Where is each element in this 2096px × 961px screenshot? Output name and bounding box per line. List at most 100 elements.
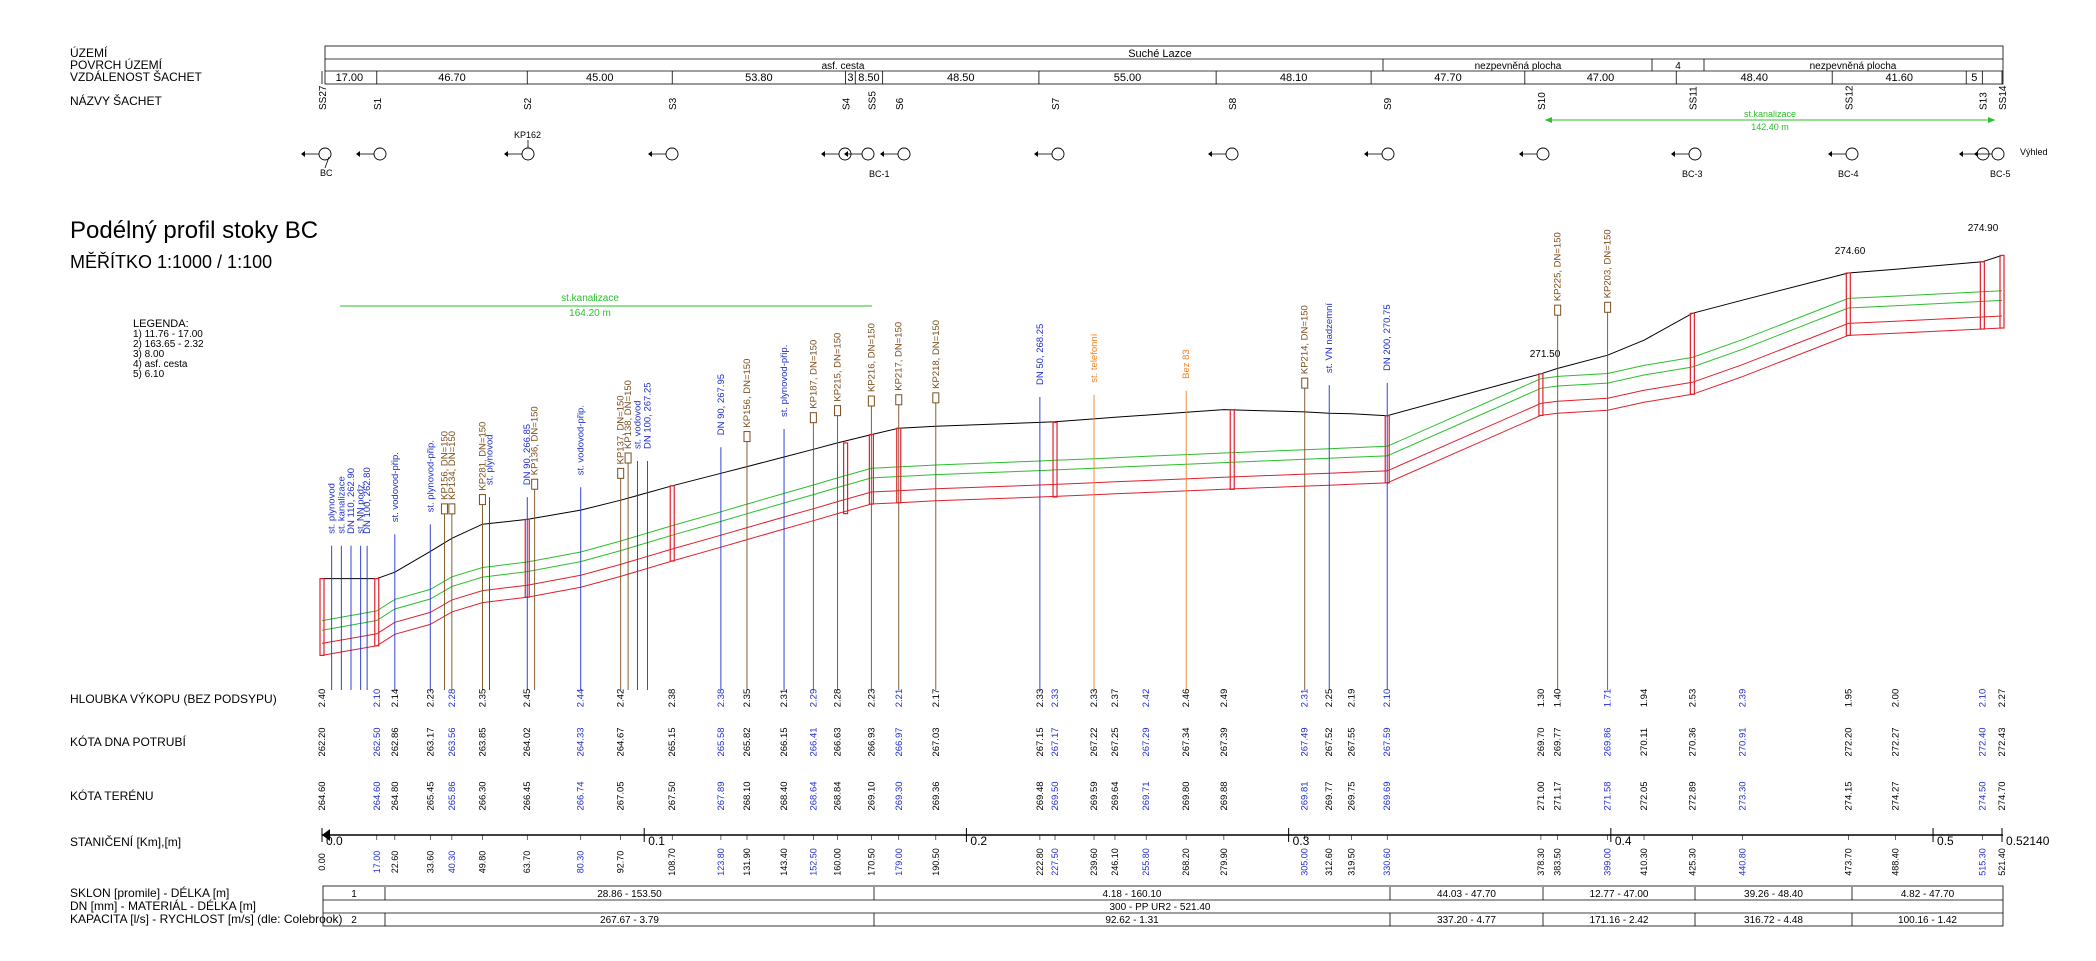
legend-item-1: 1) 11.76 - 17.00 <box>133 329 203 340</box>
kota-dna-value: 267.49 <box>1300 727 1311 756</box>
kota-terenu-value: 264.60 <box>317 781 328 810</box>
kapacita-value: 337.20 - 4.77 <box>1437 915 1496 926</box>
hloubka-value: 2.31 <box>779 689 790 708</box>
plan-dim-value: 142.40 m <box>1751 122 1789 132</box>
plan-label-bc: BC <box>320 168 333 178</box>
kota-terenu-value: 269.50 <box>1050 781 1061 810</box>
row-label-kota-terenu: KÓTA TERÉNU <box>70 788 154 803</box>
crossing-marker <box>448 503 456 515</box>
manhole-symbol <box>1991 147 2005 161</box>
kota-terenu-value: 272.89 <box>1687 781 1698 810</box>
station-m-label: 17.00 <box>372 851 382 874</box>
sklon-value: 4.82 - 47.70 <box>1901 889 1955 900</box>
hloubka-value: 2.38 <box>716 689 727 708</box>
kota-terenu-value: 269.69 <box>1382 781 1393 810</box>
hloubka-value: 2.33 <box>1050 689 1061 708</box>
kota-terenu-value: 271.00 <box>1536 781 1547 810</box>
distance-value: 41.60 <box>1885 72 1913 84</box>
hloubka-value: 2.28 <box>447 689 458 708</box>
plan-label-bc4: BC-4 <box>1838 169 1859 179</box>
sklon-value: 12.77 - 47.00 <box>1590 889 1649 900</box>
surface-3: 4 <box>1675 61 1681 72</box>
crossing-label: st. plynovod <box>485 434 496 485</box>
kota-terenu-value: 266.30 <box>477 781 488 810</box>
crossing-label: DN 110, 262.90 <box>346 468 357 534</box>
crossing-marker <box>1301 377 1309 389</box>
dim-arrow <box>1545 117 1552 123</box>
kota-dna-value: 269.70 <box>1536 727 1547 756</box>
manhole-name: SS27 <box>318 85 329 110</box>
kapacita-value: 316.72 - 4.48 <box>1744 915 1803 926</box>
kota-dna-value: 272.40 <box>1977 727 1988 756</box>
kota-terenu-value: 264.80 <box>390 781 401 810</box>
bottom-table <box>322 885 2004 927</box>
manhole-shaft <box>319 577 325 656</box>
surface-4: nezpevněná plocha <box>1810 61 1897 72</box>
distances-row: 17.00 46.70 45.00 53.80 3 8.50 48.50 55.00 48.10… <box>321 71 2003 84</box>
station-m-label: 152.50 <box>808 848 818 876</box>
kota-dna-value: 262.86 <box>390 727 401 756</box>
kapacita-value: 2 <box>351 915 357 926</box>
crossing-label: DN 50, 268.25 <box>1035 324 1046 385</box>
kota-dna-value: 267.22 <box>1089 727 1100 756</box>
kota-dna-value: 267.34 <box>1181 727 1192 756</box>
legend-item-5: 5) 6.10 <box>133 369 165 380</box>
profile-area <box>319 254 2005 656</box>
hloubka-value: 2.31 <box>1300 689 1311 708</box>
crossing-label: st. telefonní <box>1089 333 1100 382</box>
kota-dna-value: 267.17 <box>1050 727 1061 756</box>
manhole-shaft <box>842 442 849 515</box>
kota-terenu-value: 269.59 <box>1089 781 1100 810</box>
plan-dim-label: st.kanalizace <box>1744 109 1796 119</box>
hloubka-value: 2.46 <box>1181 689 1192 708</box>
crossing-marker <box>809 412 817 424</box>
crossing-label: DN 90, 266.85 <box>522 424 533 485</box>
kota-terenu-value: 271.58 <box>1603 781 1614 810</box>
manhole-name: S3 <box>668 97 679 110</box>
distance-value: 45.00 <box>586 72 614 84</box>
dn-material: 300 - PP UR2 - 521.40 <box>1110 902 1211 913</box>
manhole-symbol <box>1536 147 1550 161</box>
kapacita-value: 100.16 - 1.42 <box>1898 915 1957 926</box>
manhole-name: SS11 <box>1688 86 1699 110</box>
kapacita-value: 171.16 - 2.42 <box>1590 915 1649 926</box>
station-m-label: 279.90 <box>1219 848 1229 876</box>
crossing-label: KP215, DN=150 <box>833 333 844 402</box>
crossing-label: st. plynovod-přip. <box>779 345 790 417</box>
station-m-label: 131.90 <box>742 848 752 876</box>
crossing-label: KP281, DN=150 <box>477 422 488 491</box>
flow-arrow <box>821 151 825 157</box>
station-m-label: 330.60 <box>1382 848 1392 876</box>
manhole-names: SS27 S1 S2 S3 S4 SS5 S6 S7 S8 S9 S10 SS11 SS12 S13 SS1… <box>318 85 2009 110</box>
kota-dna-value: 264.67 <box>616 727 627 756</box>
kota-terenu-value: 268.40 <box>779 781 790 810</box>
hloubka-value: 1.94 <box>1639 689 1650 708</box>
hloubka-value: 2.35 <box>742 689 753 708</box>
crossing-marker <box>440 503 448 515</box>
km-label: 0.2 <box>970 834 987 848</box>
hloubka-value: 2.45 <box>522 689 533 708</box>
label-povrch: POVRCH ÚZEMÍ <box>70 57 163 72</box>
crossing-label: KP216, DN=150 <box>866 323 877 392</box>
manhole-symbol <box>897 147 911 161</box>
sklon-value: 39.26 - 48.40 <box>1744 889 1803 900</box>
hloubka-value: 2.00 <box>1891 689 1902 708</box>
km-label: 0.52140 <box>2006 834 2050 848</box>
station-m-label: 521.40 <box>1997 848 2007 876</box>
sklon-value: 1 <box>351 889 357 900</box>
station-m-label: 222.80 <box>1035 848 1045 876</box>
header-table <box>324 45 2004 85</box>
crossing-label: KP134, DN=150 <box>447 431 458 500</box>
kota-dna-value: 270.36 <box>1687 727 1698 756</box>
station-m-label: 399.00 <box>1603 848 1613 876</box>
kota-terenu-value: 269.75 <box>1346 781 1357 810</box>
crossing-marker <box>1604 301 1612 313</box>
kota-dna-value: 267.59 <box>1382 727 1393 756</box>
station-m-label: 383.50 <box>1553 848 1563 876</box>
km-label: 0.0 <box>326 834 343 848</box>
scale-label: MĚŘÍTKO 1:1000 / 1:100 <box>70 252 272 272</box>
plan-label-vyhled: Výhled <box>2020 147 2048 157</box>
kota-terenu-value: 269.10 <box>866 781 877 810</box>
kota-dna-value: 266.93 <box>866 727 877 756</box>
kota-terenu-value: 271.17 <box>1553 781 1564 810</box>
